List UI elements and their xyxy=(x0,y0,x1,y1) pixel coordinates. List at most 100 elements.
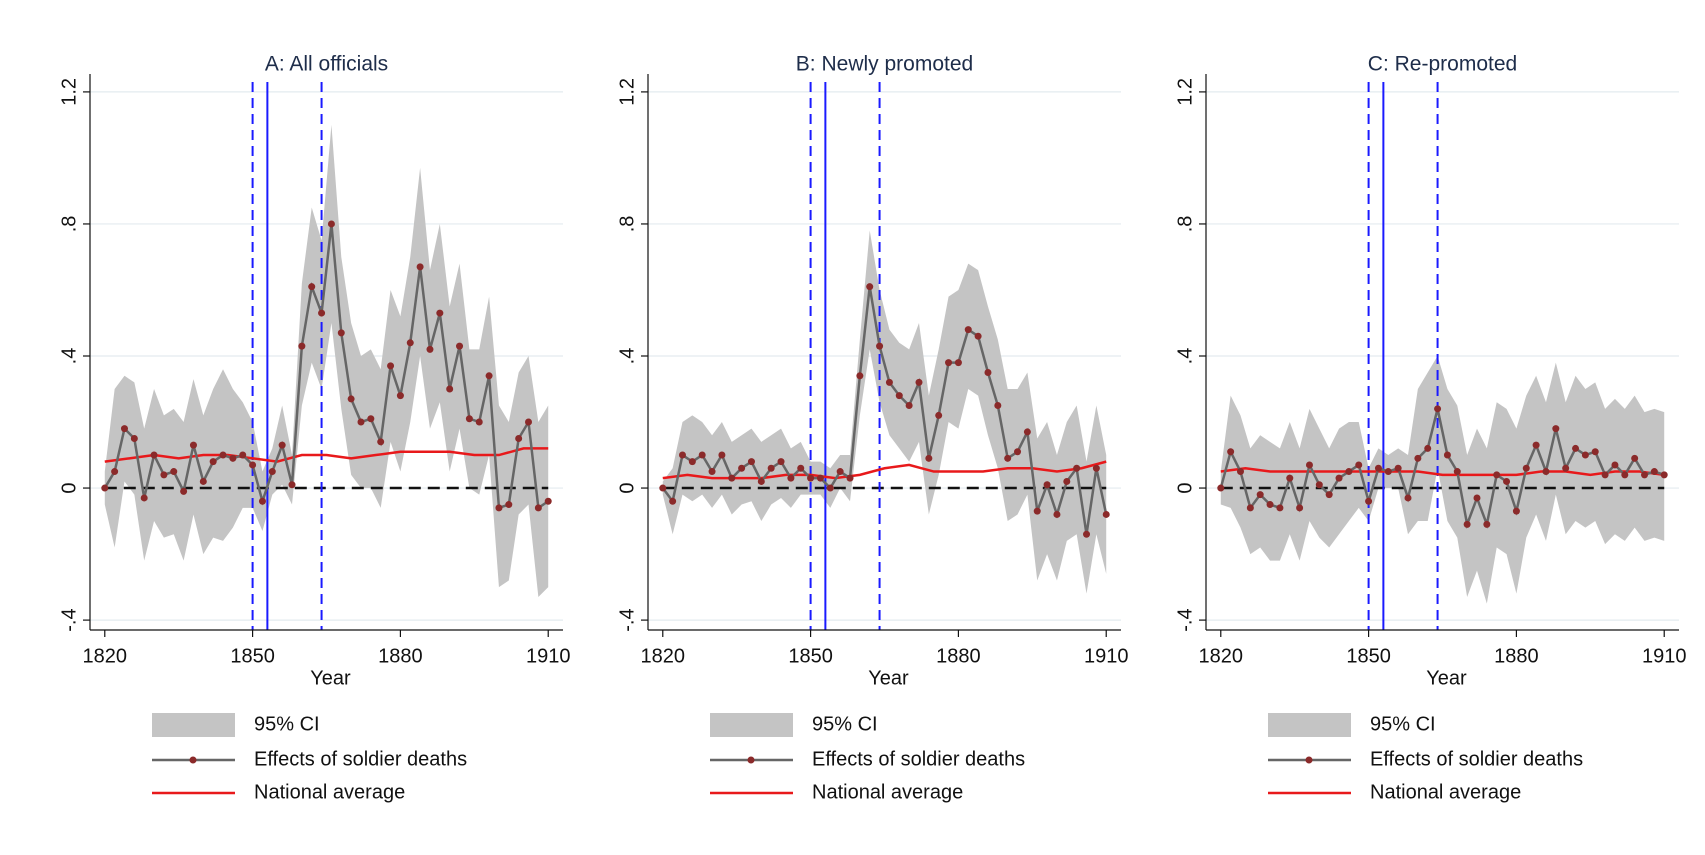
effect-point xyxy=(876,342,884,350)
effect-point xyxy=(1522,464,1530,472)
panel: C: Re-promoted -.4 0 .4 .8 1.2 1820 1850 1880 191… xyxy=(1174,53,1686,804)
effect-point xyxy=(678,451,686,459)
effect-point xyxy=(925,454,933,462)
effect-point xyxy=(747,458,755,466)
x-axis-label: Year xyxy=(868,667,909,689)
legend-label: National average xyxy=(1370,781,1521,803)
effect-point xyxy=(1286,474,1294,482)
effect-point xyxy=(1023,428,1031,436)
effect-point xyxy=(1424,444,1432,452)
effect-point xyxy=(377,438,385,446)
effect-point xyxy=(406,339,414,347)
legend-swatch xyxy=(1305,756,1313,764)
effect-point xyxy=(160,471,168,479)
effect-point xyxy=(396,392,404,400)
effect-point xyxy=(485,372,493,380)
x-tick-label: 1820 xyxy=(83,645,128,667)
effect-point xyxy=(1552,425,1560,433)
effect-point xyxy=(130,435,138,443)
effect-point xyxy=(816,474,824,482)
y-tick-label: 0 xyxy=(1174,482,1196,493)
panel: B: Newly promoted -.4 0 .4 .8 1.2 1820 1850 1880… xyxy=(616,53,1128,804)
effect-point xyxy=(905,402,913,410)
effect-point xyxy=(278,441,286,449)
effect-point xyxy=(797,464,805,472)
effect-point xyxy=(1453,468,1461,476)
x-tick-label: 1880 xyxy=(1494,645,1539,667)
effect-point xyxy=(767,464,775,472)
effect-point xyxy=(515,435,523,443)
y-tick-label: .8 xyxy=(616,216,638,233)
x-axis-label: Year xyxy=(1426,667,1467,689)
effect-point xyxy=(189,441,197,449)
legend-swatch xyxy=(710,713,793,737)
effect-point xyxy=(1004,454,1012,462)
effect-point xyxy=(1394,464,1402,472)
effect-point xyxy=(698,451,706,459)
x-tick-label: 1850 xyxy=(1346,645,1391,667)
y-tick-label: .8 xyxy=(1174,216,1196,233)
effect-point xyxy=(1345,468,1353,476)
panel-title: B: Newly promoted xyxy=(796,53,973,76)
effect-point xyxy=(1601,471,1609,479)
effect-point xyxy=(1611,461,1619,469)
effect-point xyxy=(954,359,962,367)
effect-point xyxy=(1404,494,1412,502)
effect-point xyxy=(298,342,306,350)
effect-point xyxy=(140,494,148,502)
legend-label: National average xyxy=(812,781,963,803)
y-tick-label: .4 xyxy=(1174,348,1196,365)
y-tick-label: 1.2 xyxy=(616,78,638,106)
effect-point xyxy=(1434,405,1442,413)
x-tick-label: 1880 xyxy=(936,645,981,667)
x-tick-label: 1820 xyxy=(641,645,686,667)
legend-swatch xyxy=(1268,713,1351,737)
effect-point xyxy=(120,425,128,433)
effect-point xyxy=(777,458,785,466)
legend-swatch xyxy=(152,713,235,737)
y-tick-label: -.4 xyxy=(1174,608,1196,631)
y-tick-label: 1.2 xyxy=(58,78,80,106)
effect-point xyxy=(367,415,375,423)
legend-label: 95% CI xyxy=(254,713,320,735)
effect-point xyxy=(1083,530,1091,538)
effect-point xyxy=(446,385,454,393)
effect-point xyxy=(544,497,552,505)
effect-point xyxy=(1063,477,1071,485)
effect-point xyxy=(229,454,237,462)
effect-point xyxy=(895,392,903,400)
effect-point xyxy=(1473,494,1481,502)
y-tick-label: -.4 xyxy=(616,608,638,631)
effect-point xyxy=(1256,491,1264,499)
effect-point xyxy=(101,484,109,492)
y-tick-label: 0 xyxy=(616,482,638,493)
effect-point xyxy=(1355,461,1363,469)
effect-point xyxy=(209,458,217,466)
legend-label: Effects of soldier deaths xyxy=(1370,748,1583,770)
y-tick-label: 1.2 xyxy=(1174,78,1196,106)
effect-point xyxy=(416,263,424,271)
effect-point xyxy=(1572,444,1580,452)
effect-point xyxy=(258,497,266,505)
effect-point xyxy=(885,378,893,386)
effects-line xyxy=(103,223,549,511)
effect-point xyxy=(1296,504,1304,512)
effect-point xyxy=(347,395,355,403)
effect-point xyxy=(1542,468,1550,476)
panel: A: All officials -.4 0 .4 .8 1.2 1820 1850 1880 1… xyxy=(58,53,570,804)
legend-label: 95% CI xyxy=(1370,713,1436,735)
effect-point xyxy=(1621,471,1629,479)
effect-point xyxy=(1650,468,1658,476)
effect-point xyxy=(1374,464,1382,472)
effect-point xyxy=(846,474,854,482)
effects-line xyxy=(1219,408,1665,530)
effect-point xyxy=(327,220,335,228)
effect-point xyxy=(826,484,834,492)
effect-point xyxy=(669,497,677,505)
effect-point xyxy=(268,468,276,476)
effect-point xyxy=(288,481,296,489)
effect-point xyxy=(1305,461,1313,469)
effect-point xyxy=(1414,454,1422,462)
effect-point xyxy=(1246,504,1254,512)
